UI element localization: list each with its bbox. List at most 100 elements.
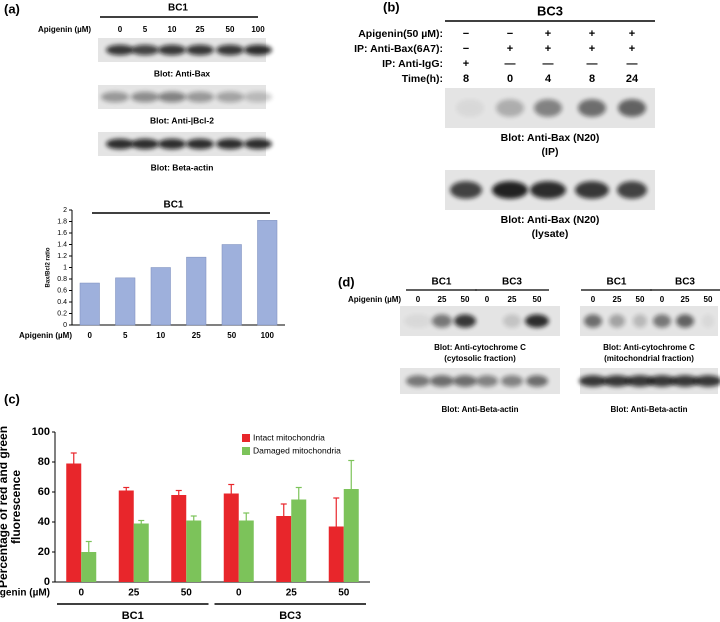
y-tick-label: 1.4 <box>57 241 67 248</box>
blot-band <box>671 375 699 387</box>
lane-label: 25 <box>196 25 205 34</box>
lane-label: 0 <box>485 295 490 304</box>
blot-band <box>430 375 454 387</box>
row-cell: − <box>463 43 469 55</box>
row-cell: — <box>505 58 516 70</box>
lane-label: 50 <box>704 295 713 304</box>
blot-band <box>406 375 430 387</box>
blot-band <box>453 375 477 387</box>
blot-band <box>579 375 607 387</box>
panel-label: (a) <box>4 1 20 16</box>
group-label: BC3 <box>675 277 695 288</box>
panel-title: BC3 <box>537 3 563 18</box>
blot-band <box>106 138 134 150</box>
x-tick-label: 25 <box>286 588 298 599</box>
bar <box>291 499 307 582</box>
panel-label: (c) <box>4 391 20 406</box>
bar <box>186 256 207 326</box>
blot <box>580 306 718 336</box>
blot-band <box>526 375 548 387</box>
blot-band <box>404 314 432 328</box>
bar <box>171 495 187 582</box>
row-cell: + <box>589 43 595 55</box>
blot-band <box>158 44 186 56</box>
row-label: IP: Anti-Bax(6A7): <box>354 43 443 55</box>
blot-caption: (lysate) <box>532 228 569 240</box>
row-cell: + <box>629 43 635 55</box>
row-cell: 24 <box>626 73 639 85</box>
x-tick-label: 0 <box>88 331 93 340</box>
row-label: IP: Anti-IgG: <box>382 58 443 70</box>
group-label: BC1 <box>431 277 451 288</box>
blot-caption: Blot: Anti-|Bcl-2 <box>150 115 214 125</box>
legend-swatch <box>242 434 250 442</box>
blot-band <box>609 314 625 328</box>
row-label: Apigenin(50 µM): <box>358 28 443 40</box>
lane-label: 25 <box>681 295 690 304</box>
y-tick-label: 100 <box>32 426 50 438</box>
blot-band <box>694 375 720 387</box>
bar <box>223 493 239 582</box>
blot-caption: Blot: Beta-actin <box>151 162 214 172</box>
bar <box>81 552 97 582</box>
blot-band <box>530 181 566 199</box>
treatment-label: Apigenin (µM) <box>348 295 401 304</box>
blot-band <box>603 375 631 387</box>
blot-band <box>617 181 647 199</box>
row-cell: + <box>589 28 595 40</box>
y-tick-label: 0.2 <box>57 310 67 317</box>
row-cell: 8 <box>463 73 469 85</box>
y-tick-label: 20 <box>38 546 50 558</box>
blot-band <box>216 91 244 103</box>
row-cell: 0 <box>507 73 513 85</box>
lane-label: 25 <box>508 295 517 304</box>
blot-band <box>676 314 694 328</box>
blot-band <box>648 375 676 387</box>
y-tick-label: 0.4 <box>57 299 67 306</box>
lane-label: 100 <box>251 25 265 34</box>
blot-caption: Blot: Anti-Bax (N20) <box>501 214 600 226</box>
blot-band <box>186 91 214 103</box>
blot-caption: Blot: Anti-cytochrome C <box>434 343 526 352</box>
bar <box>276 516 292 582</box>
blot-caption: Blot: Anti-Beta-actin <box>610 405 687 414</box>
row-cell: + <box>545 28 551 40</box>
y-axis-label: fluorescence <box>9 470 23 544</box>
blot-band <box>476 375 498 387</box>
bar <box>66 463 82 582</box>
y-tick-label: 60 <box>38 486 50 498</box>
blot-caption: (mitochondrial fraction) <box>604 354 694 363</box>
x-axis-label: Apigenin (µM) <box>0 588 50 599</box>
y-tick-label: 1.2 <box>57 253 67 260</box>
blot-band <box>456 99 484 117</box>
blot-band <box>131 91 159 103</box>
y-tick-label: 1.6 <box>57 230 67 237</box>
x-tick-label: 50 <box>227 331 236 340</box>
bar <box>115 277 136 326</box>
row-cell: — <box>587 58 598 70</box>
row-cell: — <box>627 58 638 70</box>
legend-label: Damaged mitochondria <box>253 445 341 455</box>
x-tick-label: 10 <box>156 331 165 340</box>
blot-band <box>653 314 671 328</box>
blot-caption: Blot: Anti-cytochrome C <box>603 343 695 352</box>
blot-caption: (cytosolic fraction) <box>444 354 516 363</box>
blot-band <box>503 314 521 328</box>
group-label: BC3 <box>502 277 522 288</box>
blot-band <box>578 99 606 117</box>
group-label: BC3 <box>279 610 301 622</box>
blot-band <box>618 99 646 117</box>
lane-label: 25 <box>613 295 622 304</box>
y-axis-label: Bax/Bcl2 ratio <box>46 247 52 287</box>
bar <box>238 520 254 582</box>
x-tick-label: 0 <box>78 588 84 599</box>
row-cell: − <box>507 28 513 40</box>
blot-caption: (IP) <box>542 146 559 158</box>
blot-caption: Blot: Anti-Bax <box>154 68 211 78</box>
blot-band <box>432 314 452 328</box>
blot-band <box>101 91 129 103</box>
blot-band <box>525 314 549 328</box>
group-label: BC1 <box>122 610 144 622</box>
row-cell: + <box>463 58 469 70</box>
lane-label: 0 <box>591 295 596 304</box>
